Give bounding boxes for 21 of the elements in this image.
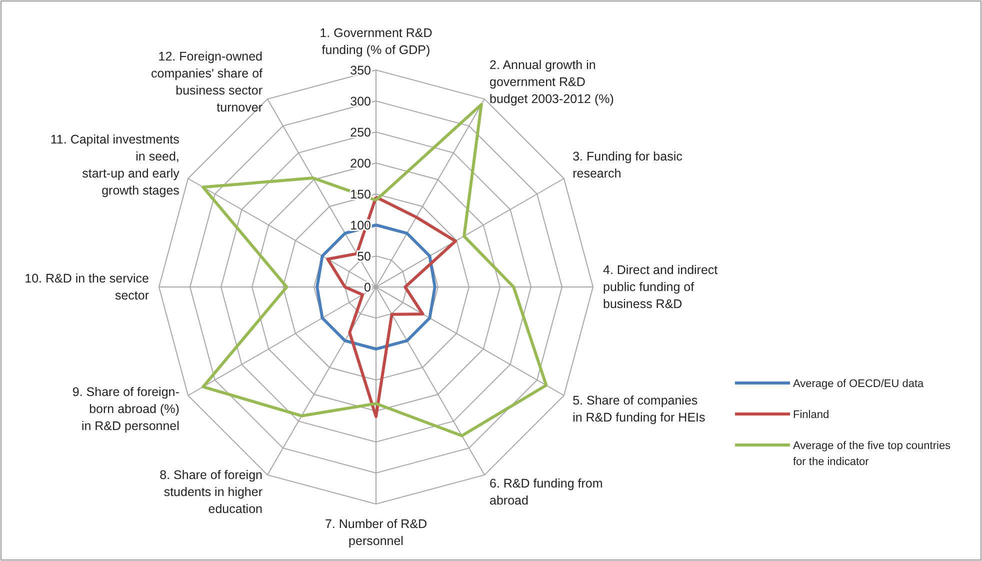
legend-label: Finland bbox=[793, 409, 830, 421]
spoke-label: 5. Share of companies in R&D funding for HEIs bbox=[572, 394, 706, 424]
y-tick-label: 50 bbox=[357, 249, 372, 264]
spoke-label: 9. Share of foreign- born abroad (%) in R&D personnel bbox=[72, 385, 180, 433]
spoke-label: 11. Capital investments in seed, start-up and early growth stages bbox=[50, 132, 180, 198]
y-tick-label: 300 bbox=[350, 94, 372, 108]
spoke-label: 7. Number of R&D personnel bbox=[324, 517, 428, 548]
legend-label: Average of OECD/EU data bbox=[793, 378, 925, 390]
y-tick-label: 250 bbox=[350, 125, 372, 140]
spoke-label: 1. Government R&D funding (% of GDP) bbox=[320, 26, 432, 57]
spoke-label: 3. Funding for basic research bbox=[572, 150, 682, 180]
y-tick-label: 350 bbox=[350, 63, 372, 78]
spoke-label: 10. R&D in the service sector bbox=[24, 272, 150, 302]
y-tick-label: 0 bbox=[364, 280, 372, 294]
legend-label: Average of the five top countries for the indicator bbox=[793, 440, 952, 468]
spoke-label: 2. Annual growth in government R&D budget 2003-2012 (%) bbox=[490, 58, 614, 106]
spoke-label: 12. Foreign-owned companies' share of business sector turnover bbox=[151, 49, 264, 114]
spoke-label: 6. R&D funding from abroad bbox=[490, 476, 603, 508]
spoke-label: 8. Share of foreign students in higher education bbox=[160, 468, 263, 516]
spoke-label: 4. Direct and indirect public funding of business R&D bbox=[603, 263, 718, 311]
y-tick-label: 200 bbox=[350, 156, 372, 170]
